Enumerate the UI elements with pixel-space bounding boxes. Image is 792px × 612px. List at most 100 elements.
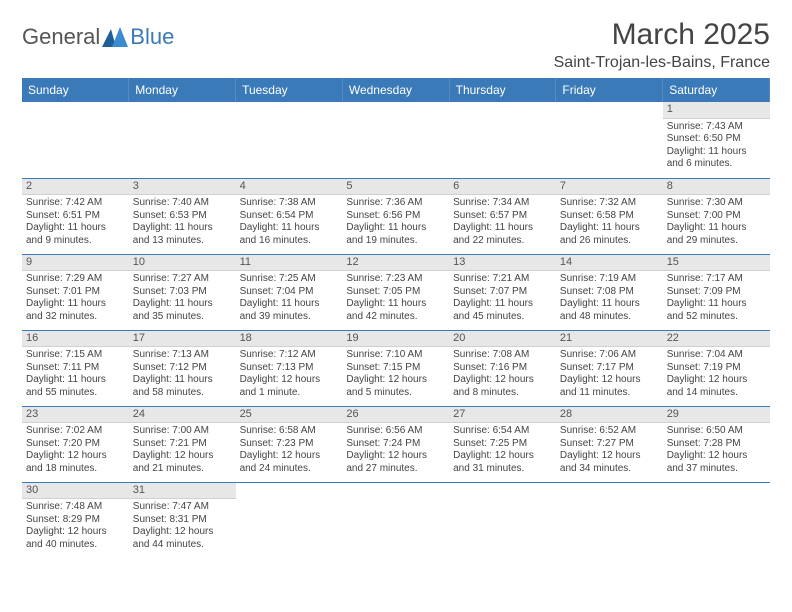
day-details: Sunrise: 6:56 AMSunset: 7:24 PMDaylight:… — [342, 423, 449, 477]
calendar-cell — [22, 102, 129, 178]
calendar-cell — [449, 102, 556, 178]
day-details: Sunrise: 7:00 AMSunset: 7:21 PMDaylight:… — [129, 423, 236, 477]
day-details: Sunrise: 7:42 AMSunset: 6:51 PMDaylight:… — [22, 195, 129, 249]
day-number: 25 — [236, 407, 343, 424]
day-number: 19 — [342, 331, 449, 348]
calendar-cell: 21Sunrise: 7:06 AMSunset: 7:17 PMDayligh… — [556, 330, 663, 406]
calendar-cell: 9Sunrise: 7:29 AMSunset: 7:01 PMDaylight… — [22, 254, 129, 330]
calendar-cell: 26Sunrise: 6:56 AMSunset: 7:24 PMDayligh… — [342, 406, 449, 482]
calendar-cell: 1Sunrise: 7:43 AMSunset: 6:50 PMDaylight… — [663, 102, 770, 178]
day-number: 27 — [449, 407, 556, 424]
calendar-cell: 12Sunrise: 7:23 AMSunset: 7:05 PMDayligh… — [342, 254, 449, 330]
calendar-cell — [129, 102, 236, 178]
calendar-cell — [342, 482, 449, 558]
day-details: Sunrise: 7:29 AMSunset: 7:01 PMDaylight:… — [22, 271, 129, 325]
day-number: 9 — [22, 255, 129, 272]
day-number: 18 — [236, 331, 343, 348]
day-details: Sunrise: 7:48 AMSunset: 8:29 PMDaylight:… — [22, 499, 129, 553]
day-number: 23 — [22, 407, 129, 424]
calendar-cell: 20Sunrise: 7:08 AMSunset: 7:16 PMDayligh… — [449, 330, 556, 406]
day-header: Tuesday — [236, 78, 343, 102]
calendar-cell — [556, 102, 663, 178]
calendar-cell — [236, 102, 343, 178]
day-details: Sunrise: 7:47 AMSunset: 8:31 PMDaylight:… — [129, 499, 236, 553]
calendar-cell: 31Sunrise: 7:47 AMSunset: 8:31 PMDayligh… — [129, 482, 236, 558]
header: General Blue March 2025 Saint-Trojan-les… — [22, 18, 770, 72]
calendar-cell: 11Sunrise: 7:25 AMSunset: 7:04 PMDayligh… — [236, 254, 343, 330]
day-details: Sunrise: 7:27 AMSunset: 7:03 PMDaylight:… — [129, 271, 236, 325]
calendar-cell: 15Sunrise: 7:17 AMSunset: 7:09 PMDayligh… — [663, 254, 770, 330]
day-details: Sunrise: 7:25 AMSunset: 7:04 PMDaylight:… — [236, 271, 343, 325]
day-number: 16 — [22, 331, 129, 348]
day-header: Thursday — [449, 78, 556, 102]
day-details: Sunrise: 7:15 AMSunset: 7:11 PMDaylight:… — [22, 347, 129, 401]
calendar-cell: 29Sunrise: 6:50 AMSunset: 7:28 PMDayligh… — [663, 406, 770, 482]
calendar-cell: 4Sunrise: 7:38 AMSunset: 6:54 PMDaylight… — [236, 178, 343, 254]
day-header: Wednesday — [342, 78, 449, 102]
calendar-cell: 19Sunrise: 7:10 AMSunset: 7:15 PMDayligh… — [342, 330, 449, 406]
day-details: Sunrise: 7:12 AMSunset: 7:13 PMDaylight:… — [236, 347, 343, 401]
day-number: 6 — [449, 179, 556, 196]
calendar-cell — [236, 482, 343, 558]
calendar-cell: 2Sunrise: 7:42 AMSunset: 6:51 PMDaylight… — [22, 178, 129, 254]
day-details: Sunrise: 7:32 AMSunset: 6:58 PMDaylight:… — [556, 195, 663, 249]
day-number: 4 — [236, 179, 343, 196]
day-details: Sunrise: 7:23 AMSunset: 7:05 PMDaylight:… — [342, 271, 449, 325]
day-details: Sunrise: 6:50 AMSunset: 7:28 PMDaylight:… — [663, 423, 770, 477]
calendar-cell: 18Sunrise: 7:12 AMSunset: 7:13 PMDayligh… — [236, 330, 343, 406]
calendar-cell: 14Sunrise: 7:19 AMSunset: 7:08 PMDayligh… — [556, 254, 663, 330]
day-details: Sunrise: 7:19 AMSunset: 7:08 PMDaylight:… — [556, 271, 663, 325]
day-details: Sunrise: 7:06 AMSunset: 7:17 PMDaylight:… — [556, 347, 663, 401]
calendar-cell: 30Sunrise: 7:48 AMSunset: 8:29 PMDayligh… — [22, 482, 129, 558]
day-number: 22 — [663, 331, 770, 348]
title-block: March 2025 Saint-Trojan-les-Bains, Franc… — [554, 18, 770, 72]
day-number: 11 — [236, 255, 343, 272]
day-details: Sunrise: 7:02 AMSunset: 7:20 PMDaylight:… — [22, 423, 129, 477]
calendar-cell: 27Sunrise: 6:54 AMSunset: 7:25 PMDayligh… — [449, 406, 556, 482]
calendar-cell: 5Sunrise: 7:36 AMSunset: 6:56 PMDaylight… — [342, 178, 449, 254]
day-header: Friday — [556, 78, 663, 102]
day-number: 26 — [342, 407, 449, 424]
day-details: Sunrise: 7:10 AMSunset: 7:15 PMDaylight:… — [342, 347, 449, 401]
day-details: Sunrise: 7:08 AMSunset: 7:16 PMDaylight:… — [449, 347, 556, 401]
calendar-cell: 22Sunrise: 7:04 AMSunset: 7:19 PMDayligh… — [663, 330, 770, 406]
calendar-cell: 13Sunrise: 7:21 AMSunset: 7:07 PMDayligh… — [449, 254, 556, 330]
day-number: 1 — [663, 102, 770, 119]
day-number: 31 — [129, 483, 236, 500]
day-number: 29 — [663, 407, 770, 424]
day-details: Sunrise: 6:58 AMSunset: 7:23 PMDaylight:… — [236, 423, 343, 477]
day-details: Sunrise: 7:04 AMSunset: 7:19 PMDaylight:… — [663, 347, 770, 401]
day-number: 24 — [129, 407, 236, 424]
day-details: Sunrise: 7:40 AMSunset: 6:53 PMDaylight:… — [129, 195, 236, 249]
day-number: 5 — [342, 179, 449, 196]
calendar-cell: 7Sunrise: 7:32 AMSunset: 6:58 PMDaylight… — [556, 178, 663, 254]
day-details: Sunrise: 6:54 AMSunset: 7:25 PMDaylight:… — [449, 423, 556, 477]
day-details: Sunrise: 7:36 AMSunset: 6:56 PMDaylight:… — [342, 195, 449, 249]
day-number: 14 — [556, 255, 663, 272]
day-details: Sunrise: 7:21 AMSunset: 7:07 PMDaylight:… — [449, 271, 556, 325]
day-details: Sunrise: 7:30 AMSunset: 7:00 PMDaylight:… — [663, 195, 770, 249]
calendar-table: SundayMondayTuesdayWednesdayThursdayFrid… — [22, 78, 770, 558]
calendar-cell — [342, 102, 449, 178]
calendar-cell: 28Sunrise: 6:52 AMSunset: 7:27 PMDayligh… — [556, 406, 663, 482]
calendar-cell: 16Sunrise: 7:15 AMSunset: 7:11 PMDayligh… — [22, 330, 129, 406]
day-number: 30 — [22, 483, 129, 500]
day-details: Sunrise: 7:43 AMSunset: 6:50 PMDaylight:… — [663, 119, 770, 173]
logo-text-1: General — [22, 24, 100, 50]
day-number: 2 — [22, 179, 129, 196]
calendar-cell: 3Sunrise: 7:40 AMSunset: 6:53 PMDaylight… — [129, 178, 236, 254]
calendar-cell: 17Sunrise: 7:13 AMSunset: 7:12 PMDayligh… — [129, 330, 236, 406]
day-number: 13 — [449, 255, 556, 272]
day-number: 17 — [129, 331, 236, 348]
calendar-cell: 6Sunrise: 7:34 AMSunset: 6:57 PMDaylight… — [449, 178, 556, 254]
day-details: Sunrise: 7:38 AMSunset: 6:54 PMDaylight:… — [236, 195, 343, 249]
calendar-cell: 24Sunrise: 7:00 AMSunset: 7:21 PMDayligh… — [129, 406, 236, 482]
day-number: 20 — [449, 331, 556, 348]
day-number: 7 — [556, 179, 663, 196]
logo-text-2: Blue — [130, 24, 174, 50]
month-title: March 2025 — [554, 18, 770, 52]
day-details: Sunrise: 6:52 AMSunset: 7:27 PMDaylight:… — [556, 423, 663, 477]
day-details: Sunrise: 7:34 AMSunset: 6:57 PMDaylight:… — [449, 195, 556, 249]
day-number: 12 — [342, 255, 449, 272]
day-number: 10 — [129, 255, 236, 272]
